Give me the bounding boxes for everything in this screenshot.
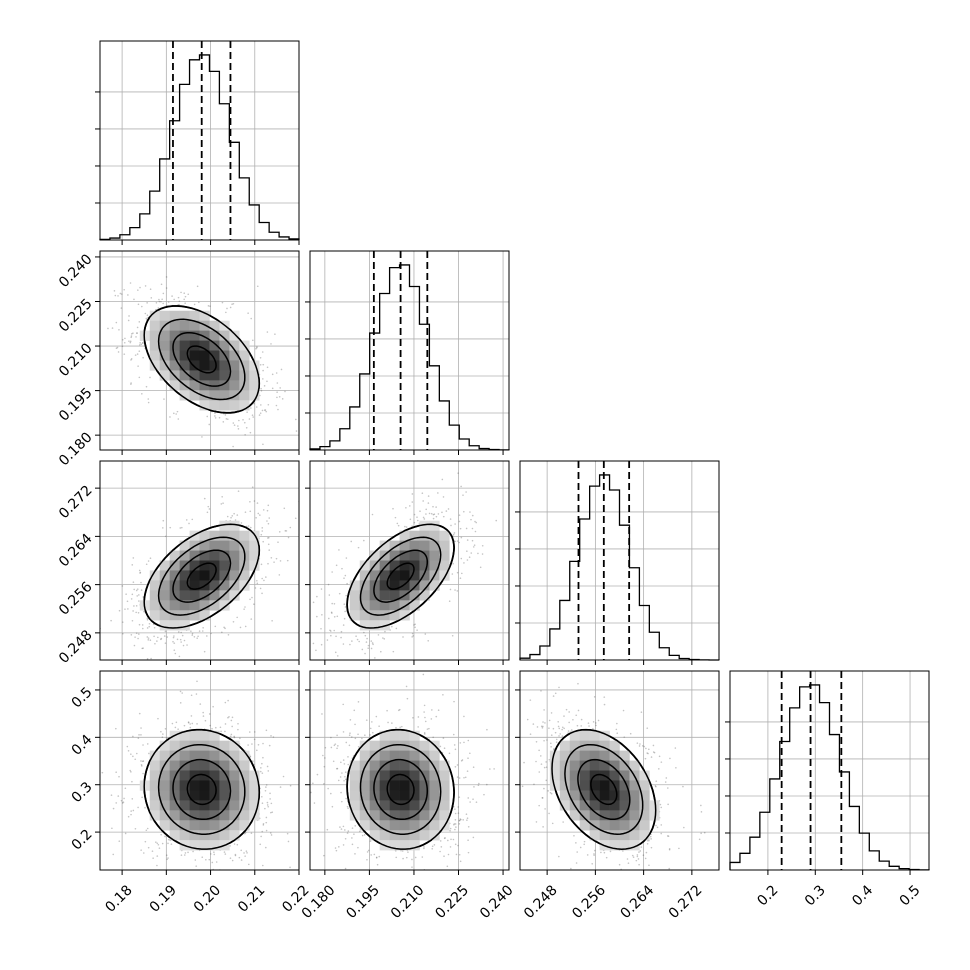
diag-panel-2 xyxy=(515,460,720,665)
y-tick-label-2-3: 0.272 xyxy=(56,482,96,522)
panel-2-1 xyxy=(305,460,510,665)
panel-body-3-0 xyxy=(100,671,299,870)
y-tick-label-3-2: 0.4 xyxy=(69,732,96,759)
panel-body-1-0 xyxy=(100,251,299,450)
panel-2-0 xyxy=(95,460,300,665)
y-tick-label-1-4: 0.240 xyxy=(56,251,96,291)
x-tick-label-0-0: 0.18 xyxy=(102,882,135,915)
contour-2sigma-3-0 xyxy=(143,729,260,850)
histogram-3 xyxy=(729,684,930,871)
frame-2-1 xyxy=(309,460,510,661)
diag-panel-3 xyxy=(725,670,930,875)
x-tick-label-1-3: 0.225 xyxy=(432,882,472,922)
x-tick-label-2-3: 0.272 xyxy=(666,882,706,922)
contour-2sigma-1-0 xyxy=(143,305,260,414)
y-tick-label-3-3: 0.5 xyxy=(69,684,96,711)
diag-panel-0 xyxy=(95,40,300,245)
panel-3-0 xyxy=(95,670,300,875)
density-2-0 xyxy=(139,520,260,631)
frame-3-2 xyxy=(519,670,720,871)
contour-05sigma-3-2 xyxy=(590,773,618,806)
y-tick-label-3-1: 0.3 xyxy=(69,779,96,806)
y-tick-label-3-0: 0.2 xyxy=(69,826,96,853)
x-tick-label-3-2: 0.4 xyxy=(849,882,876,909)
histogram-1 xyxy=(309,264,510,451)
contour-1sigma-2-0 xyxy=(172,549,232,603)
x-tick-label-1-2: 0.210 xyxy=(388,882,428,922)
frame-3-0 xyxy=(99,670,300,871)
contour-15sigma-2-0 xyxy=(157,536,246,616)
y-tick-label-1-3: 0.225 xyxy=(56,296,96,336)
histogram-0 xyxy=(99,54,300,241)
x-tick-label-0-3: 0.21 xyxy=(235,882,268,915)
x-tick-label-0-1: 0.19 xyxy=(147,882,180,915)
contour-05sigma-3-1 xyxy=(386,773,415,806)
contour-15sigma-3-2 xyxy=(564,743,644,835)
x-tick-label-1-4: 0.240 xyxy=(477,882,517,922)
frame-3-1 xyxy=(309,670,510,871)
contour-2sigma-3-2 xyxy=(551,729,657,850)
contour-1sigma-1-0 xyxy=(172,331,232,387)
diag-frame-0 xyxy=(99,40,300,241)
histogram-2 xyxy=(519,474,720,661)
y-tick-label-2-0: 0.248 xyxy=(56,627,96,667)
contour-1sigma-3-0 xyxy=(172,758,232,821)
x-tick-label-1-1: 0.195 xyxy=(343,882,383,922)
contour-2sigma-2-1 xyxy=(346,523,455,629)
y-tick-label-1-1: 0.195 xyxy=(56,385,96,425)
panel-body-2-1 xyxy=(310,461,509,660)
frame-1-0 xyxy=(99,250,300,451)
contour-1sigma-3-2 xyxy=(577,758,631,821)
y-tick-label-1-0: 0.180 xyxy=(56,429,96,469)
diag-frame-3 xyxy=(729,670,930,871)
panel-3-2 xyxy=(515,670,720,875)
contour-15sigma-3-1 xyxy=(359,743,442,835)
contour-15sigma-3-0 xyxy=(157,743,246,835)
x-tick-label-2-0: 0.248 xyxy=(521,882,561,922)
x-tick-label-3-1: 0.3 xyxy=(802,882,829,909)
x-tick-label-2-1: 0.256 xyxy=(569,882,609,922)
contour-1sigma-3-1 xyxy=(373,758,429,821)
y-tick-label-2-2: 0.264 xyxy=(56,531,96,571)
x-tick-label-2-2: 0.264 xyxy=(618,882,658,922)
contour-1sigma-2-1 xyxy=(373,549,429,603)
contour-05sigma-2-1 xyxy=(386,562,415,590)
panel-3-1 xyxy=(305,670,510,875)
contour-05sigma-1-0 xyxy=(186,345,217,374)
panel-body-2-0 xyxy=(100,461,299,660)
panel-1-0 xyxy=(95,250,300,455)
y-tick-label-2-1: 0.256 xyxy=(56,579,96,619)
density-2-1 xyxy=(349,520,450,631)
y-tick-label-1-2: 0.210 xyxy=(56,340,96,380)
frame-2-0 xyxy=(99,460,300,661)
x-tick-label-3-0: 0.2 xyxy=(754,882,781,909)
panel-body-3-2 xyxy=(520,671,719,870)
panel-body-3-1 xyxy=(310,671,509,870)
contour-2sigma-3-1 xyxy=(346,729,455,850)
contour-15sigma-1-0 xyxy=(157,318,246,401)
diag-frame-2 xyxy=(519,460,720,661)
contour-15sigma-2-1 xyxy=(359,536,442,616)
contour-2sigma-2-0 xyxy=(143,523,260,629)
x-tick-label-0-2: 0.20 xyxy=(191,882,224,915)
x-tick-label-3-3: 0.5 xyxy=(897,882,924,909)
diag-frame-1 xyxy=(309,250,510,451)
contour-05sigma-2-0 xyxy=(186,562,217,590)
diag-panel-1 xyxy=(305,250,510,455)
contour-05sigma-3-0 xyxy=(186,773,217,806)
